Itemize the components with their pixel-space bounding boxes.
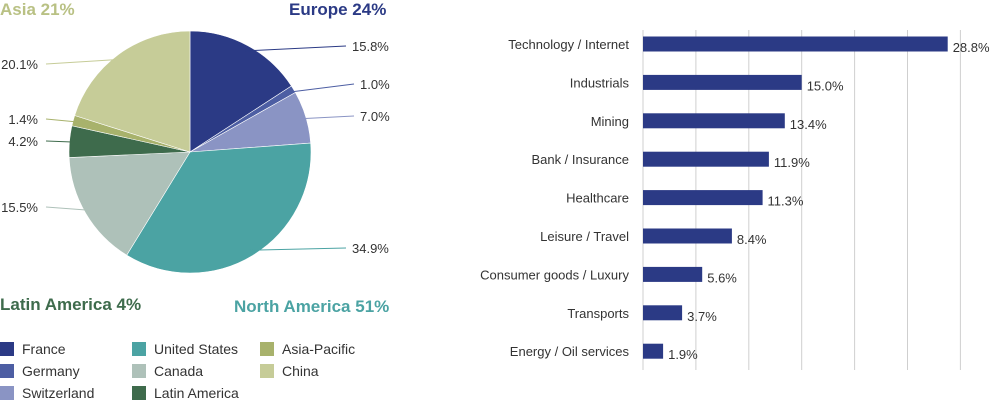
pie-slice-canada	[68, 151, 191, 256]
leader-line-china	[45, 58, 123, 65]
leader-line-france	[244, 45, 347, 52]
category-label-transports: Transports	[567, 306, 629, 321]
category-label-mining: Mining	[591, 114, 629, 129]
legend-item-canada: Canada	[132, 362, 203, 380]
value-label-mining: 13.4%	[790, 117, 827, 132]
legend-swatch	[0, 364, 14, 378]
bar-healthcare	[643, 190, 763, 206]
legend-item-latin-america: Latin America	[132, 384, 239, 402]
legend-item-germany: Germany	[0, 362, 80, 380]
value-label-transports: 3.7%	[687, 309, 717, 324]
pie-label-asia-pacific: 1.4%	[8, 112, 38, 127]
legend-label: Latin America	[154, 385, 239, 401]
bar-consumer-goods-luxury	[643, 266, 703, 282]
pie-label-latin-america: 4.2%	[8, 134, 38, 149]
legend-label: Canada	[154, 363, 204, 379]
bar-leisure-travel	[643, 228, 732, 244]
leader-line-canada	[45, 206, 92, 211]
pie-slice-united-states	[126, 142, 312, 274]
north-america-region-title: North America 51%	[234, 297, 390, 316]
bar-transports	[643, 305, 683, 321]
legend-label: France	[22, 341, 66, 357]
legend-item-asia-pacific: Asia-Pacific	[260, 340, 355, 358]
asia-region-title: Asia 21%	[0, 0, 75, 19]
pie-slice-china	[74, 30, 191, 153]
category-label-consumer-goods-luxury: Consumer goods / Luxury	[480, 267, 629, 282]
legend-swatch	[132, 386, 146, 400]
legend-item-france: France	[0, 340, 66, 358]
category-label-bank-insurance: Bank / Insurance	[531, 152, 629, 167]
value-label-bank-insurance: 11.9%	[774, 155, 810, 170]
legend-item-china: China	[260, 362, 319, 380]
legend-swatch	[260, 364, 274, 378]
leader-line-switzerland	[300, 115, 355, 120]
latin-america-region-title: Latin America 4%	[0, 295, 142, 314]
bar-technology-internet	[643, 36, 948, 52]
value-label-leisure-travel: 8.4%	[737, 232, 767, 247]
pie-label-united-states: 34.9%	[352, 241, 389, 256]
pie-slice-france	[189, 30, 292, 153]
value-label-industrials: 15.0%	[807, 78, 844, 93]
pie-label-france: 15.8%	[352, 39, 389, 54]
pie-chart: 15.8% 1.0% 7.0% 34.9% 15.5% 4.2% 1.4% 20.1%	[1, 30, 390, 274]
leader-line-latin-america	[45, 140, 76, 143]
category-label-healthcare: Healthcare	[566, 191, 629, 206]
pie-label-china: 20.1%	[1, 57, 38, 72]
value-label-consumer-goods-luxury: 5.6%	[707, 270, 737, 285]
bar-bank-insurance	[643, 151, 769, 167]
legend-swatch	[132, 342, 146, 356]
category-label-industrials: Industrials	[570, 75, 630, 90]
legend-label: Asia-Pacific	[282, 341, 356, 357]
pie-label-canada: 15.5%	[1, 200, 38, 215]
leader-line-asia-pacific	[45, 118, 79, 123]
legend-label: United States	[154, 341, 239, 357]
legend-label: Germany	[22, 363, 80, 379]
category-label-technology-internet: Technology / Internet	[508, 37, 629, 52]
category-label-leisure-travel: Leisure / Travel	[540, 229, 629, 244]
leader-line-germany	[288, 83, 355, 93]
leader-line-united-states	[249, 247, 347, 251]
value-label-healthcare: 11.3%	[768, 194, 804, 209]
pie-label-germany: 1.0%	[360, 77, 390, 92]
bar-industrials	[643, 74, 802, 90]
legend-item-united-states: United States	[132, 340, 238, 358]
legend-swatch	[0, 386, 14, 400]
value-label-technology-internet: 28.8%	[953, 40, 990, 55]
pie-legend: France Germany Switzerland United States…	[0, 336, 420, 402]
bar-energy-oil-services	[643, 343, 664, 359]
category-label-energy-oil-services: Energy / Oil services	[510, 344, 630, 359]
legend-item-switzerland: Switzerland	[0, 384, 94, 402]
value-label-energy-oil-services: 1.9%	[668, 347, 698, 362]
europe-region-title: Europe 24%	[289, 0, 387, 19]
pie-label-switzerland: 7.0%	[360, 109, 390, 124]
legend-swatch	[260, 342, 274, 356]
legend-swatch	[0, 342, 14, 356]
legend-label: China	[282, 363, 319, 379]
bar-mining	[643, 113, 785, 129]
legend-label: Switzerland	[22, 385, 95, 401]
legend-swatch	[132, 364, 146, 378]
